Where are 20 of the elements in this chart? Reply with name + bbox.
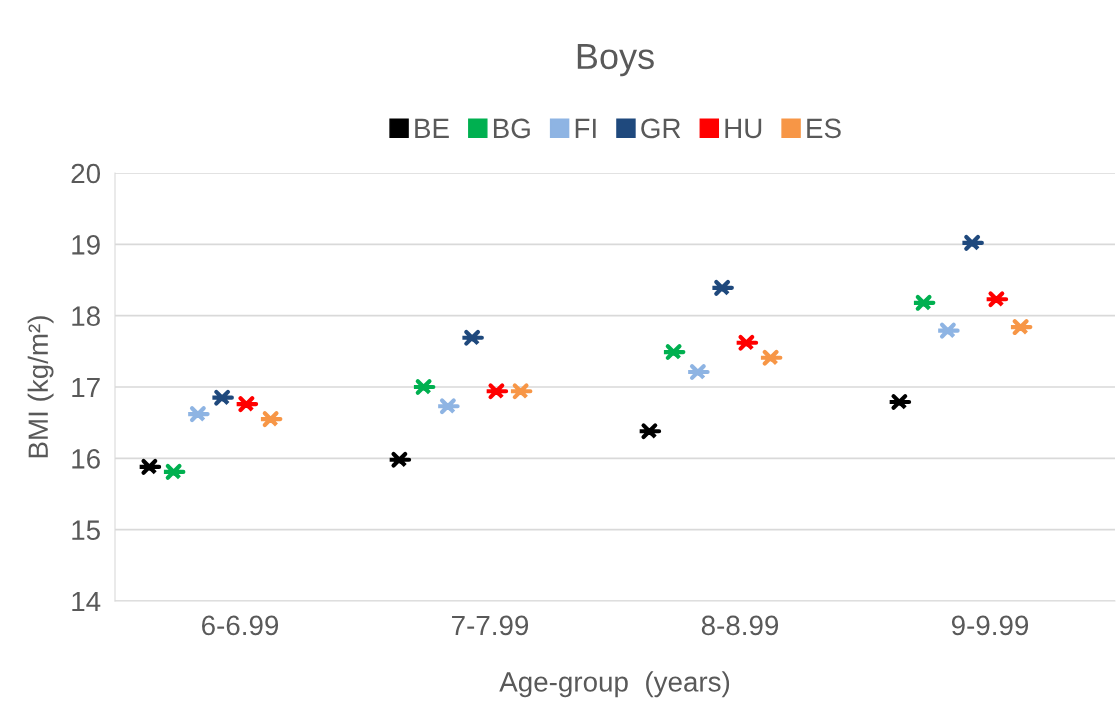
- y-tick-label: 16: [72, 449, 100, 469]
- y-tick-label: 20: [71, 163, 101, 184]
- y-tick-label: 15: [72, 520, 100, 541]
- legend-label: GR: [641, 118, 681, 139]
- x-tick-label: 9-9.99: [951, 615, 1029, 636]
- chart-title: Boys: [577, 43, 654, 77]
- legend-label: BE: [415, 118, 449, 138]
- legend-label: ES: [807, 118, 841, 139]
- x-tick-label: 8-8.99: [701, 615, 779, 636]
- y-tick-label: 18: [72, 306, 100, 327]
- legend-label: HU: [725, 118, 762, 139]
- legend-label: BG: [493, 118, 530, 139]
- y-tick-label: 17: [72, 377, 100, 398]
- x-tick-label: 7-7.99: [452, 615, 529, 636]
- y-axis-title: BMI (kg/m²): [27, 316, 54, 458]
- y-tick-label: 19: [72, 235, 100, 255]
- legend-label: FI: [575, 118, 596, 138]
- x-axis-title: Age-group (years): [499, 671, 730, 698]
- y-tick-label: 14: [72, 591, 101, 612]
- x-tick-label: 6-6.99: [202, 615, 279, 636]
